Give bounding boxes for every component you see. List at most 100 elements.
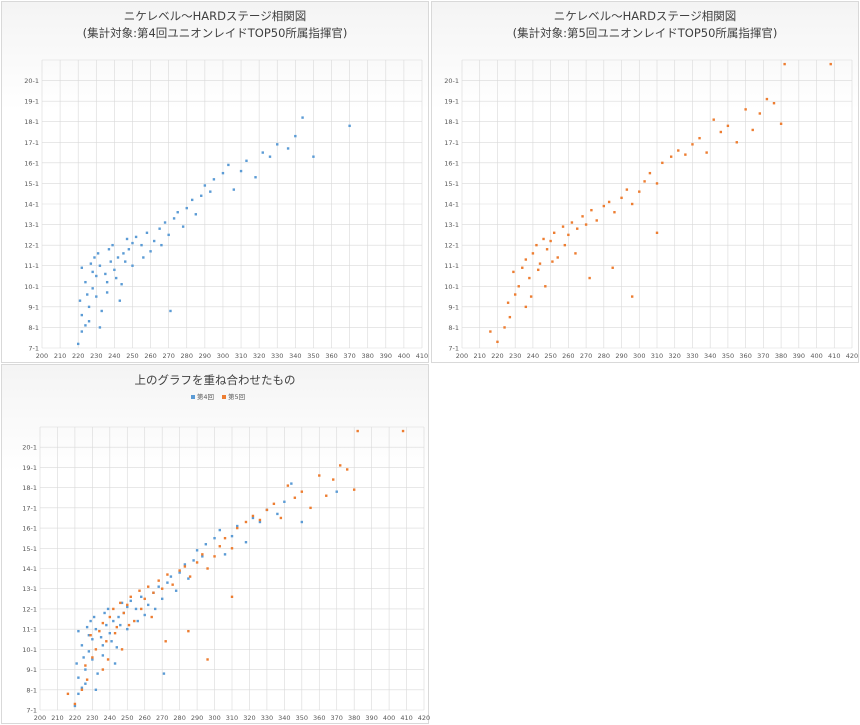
data-point-a (661, 161, 664, 165)
x-tick-label: 280 (181, 352, 193, 360)
data-point-a (719, 130, 723, 134)
x-tick-label: 250 (126, 352, 138, 360)
data-point-a (508, 315, 512, 319)
x-tick-label: 220 (69, 714, 81, 722)
data-point-b (309, 506, 312, 510)
data-point-a (110, 640, 113, 643)
data-point-b (265, 508, 269, 512)
data-point-a (105, 280, 109, 284)
y-tick-label: 10-1 (444, 283, 459, 291)
data-point-b (339, 464, 342, 467)
data-point-a (99, 636, 103, 639)
data-point-b (213, 555, 216, 558)
data-point-b (218, 545, 221, 548)
y-tick-label: 9-1 (28, 303, 39, 311)
data-point-a (163, 221, 167, 224)
data-point-b (108, 615, 112, 619)
x-tick-label: 280 (173, 714, 185, 722)
data-point-a (258, 520, 262, 524)
y-tick-label: 17-1 (24, 139, 39, 147)
data-point-b (133, 619, 136, 623)
x-tick-label: 210 (54, 352, 66, 360)
y-tick-label: 14-1 (22, 565, 37, 573)
y-tick-label: 13-1 (24, 221, 39, 229)
data-point-a (312, 155, 315, 158)
data-point-b (85, 678, 89, 681)
data-point-a (80, 644, 84, 647)
x-tick-label: 390 (380, 352, 392, 360)
data-point-a (276, 512, 279, 516)
data-point-a (149, 250, 152, 253)
y-tick-label: 8-1 (28, 324, 39, 332)
data-point-a (92, 615, 96, 619)
data-point-a (131, 264, 134, 267)
data-point-b (115, 625, 118, 629)
data-point-a (77, 629, 80, 633)
data-point-a (630, 295, 634, 298)
data-point-a (232, 188, 236, 191)
data-point-b (401, 429, 405, 433)
y-tick-label: 7-1 (28, 345, 39, 353)
x-tick-label: 260 (144, 352, 156, 360)
data-point-a (590, 208, 593, 212)
data-point-b (230, 547, 234, 550)
data-point-b (356, 429, 359, 433)
data-point-a (124, 260, 127, 263)
data-point-a (744, 108, 747, 111)
data-point-a (254, 176, 257, 179)
data-point-b (236, 526, 239, 530)
data-point-a (127, 248, 131, 251)
data-point-a (125, 237, 129, 241)
x-tick-label: 320 (253, 352, 265, 360)
x-tick-label: 220 (72, 352, 84, 360)
data-point-a (101, 644, 105, 647)
data-point-a (531, 252, 535, 255)
data-point-a (705, 151, 708, 154)
data-point-b (352, 488, 356, 491)
chart-subtitle: (集計対象:第4回ユニオンレイドTOP50所属指揮官) (82, 26, 348, 40)
data-point-b (89, 634, 92, 637)
data-point-a (108, 631, 112, 635)
y-tick-label: 20-1 (24, 77, 39, 85)
x-tick-label: 250 (121, 714, 133, 722)
y-tick-label: 11-1 (444, 262, 459, 270)
data-point-a (106, 607, 110, 611)
data-point-a (111, 243, 114, 247)
data-point-a (221, 171, 225, 175)
data-point-a (301, 116, 304, 119)
data-point-a (294, 134, 297, 138)
y-tick-label: 14-1 (24, 201, 39, 209)
x-tick-label: 240 (108, 352, 120, 360)
data-point-a (203, 184, 207, 187)
data-point-b (140, 607, 143, 611)
y-tick-label: 16-1 (24, 159, 39, 167)
data-point-a (82, 656, 85, 659)
x-tick-label: 370 (343, 352, 355, 360)
x-tick-label: 230 (90, 352, 102, 360)
data-point-a (93, 256, 96, 259)
data-point-a (76, 342, 80, 346)
x-tick-label: 210 (51, 714, 63, 722)
data-point-b (164, 640, 167, 643)
data-point-a (613, 211, 616, 214)
data-point-a (104, 272, 107, 276)
chart-panel-overlay: 上のグラフを重ね合わせたもの 第4回 第5回 200 210 220 230 240 25… (1, 364, 430, 724)
y-tick-label: 15-1 (22, 545, 37, 553)
data-point-a (213, 536, 216, 540)
y-tick-label: 10-1 (22, 646, 37, 654)
data-point-a (166, 581, 169, 584)
x-tick-label: 290 (615, 352, 627, 360)
data-point-a (120, 601, 124, 605)
y-tick-label: 9-1 (26, 666, 37, 674)
data-point-b (120, 648, 124, 651)
data-point-a (176, 211, 179, 214)
data-point-a (595, 219, 598, 222)
data-point-a (86, 293, 89, 296)
x-tick-label: 360 (313, 714, 325, 722)
data-point-a (75, 662, 78, 665)
data-point-a (94, 627, 98, 631)
data-point-a (201, 555, 204, 558)
data-point-b (244, 520, 248, 524)
data-point-b (160, 587, 164, 590)
data-point-b (223, 536, 227, 540)
